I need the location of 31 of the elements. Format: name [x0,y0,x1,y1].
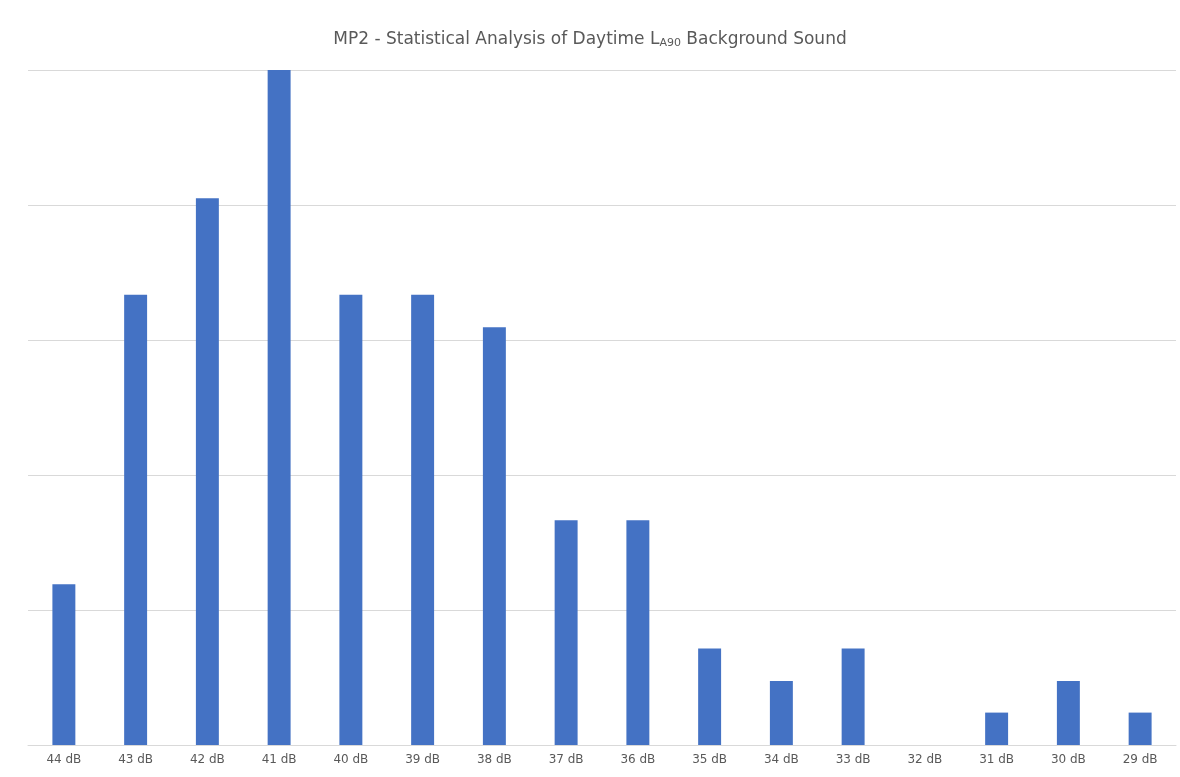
x-tick-label: 42 dB [189,752,225,766]
bar [339,294,363,745]
bar [124,294,148,745]
bar [1128,712,1152,745]
x-tick-label: 30 dB [1050,752,1086,766]
bar [1056,680,1080,745]
x-tick-label: 37 dB [548,752,584,766]
bar [769,680,793,745]
bar [195,198,219,745]
x-tick-label: 32 dB [907,752,943,766]
x-tick-label: 41 dB [261,752,297,766]
bar [698,648,722,745]
x-tick-label: 40 dB [333,752,369,766]
bar [985,712,1009,745]
x-tick-label: 43 dB [118,752,154,766]
x-tick-label: 36 dB [620,752,656,766]
bar [52,584,76,745]
x-tick-label: 29 dB [1122,752,1158,766]
x-tick-label: 38 dB [476,752,512,766]
x-tick-label: 35 dB [692,752,728,766]
bar [626,520,650,745]
x-tick-label: 44 dB [46,752,82,766]
x-tick-label: 33 dB [835,752,871,766]
x-tick-label: 34 dB [763,752,799,766]
x-tick-label: 39 dB [405,752,441,766]
bar [267,70,291,745]
bar [482,327,506,745]
bar [411,294,435,745]
x-tick-label: 31 dB [979,752,1015,766]
bar [841,648,865,745]
bar [554,520,578,745]
